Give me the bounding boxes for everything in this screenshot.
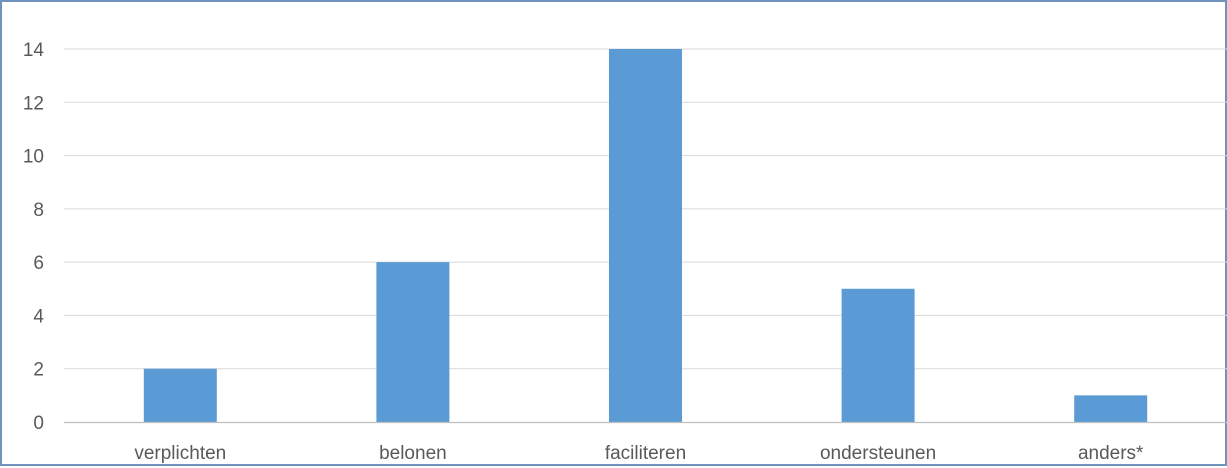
y-tick-label-0: 0 — [33, 413, 44, 434]
y-tick-label-2: 2 — [33, 360, 44, 381]
bar-verplichten — [143, 368, 217, 422]
x-axis-category-labels: verplichten belonen faciliteren ondersteune… — [134, 443, 1144, 464]
y-tick-label-4: 4 — [33, 306, 44, 327]
x-category-label-faciliteren: faciliteren — [605, 443, 686, 464]
y-tick-label-14: 14 — [23, 40, 45, 61]
bar-faciliteren — [609, 49, 682, 422]
bar-anders — [1074, 395, 1148, 422]
x-category-label-verplichten: verplichten — [134, 443, 226, 464]
x-category-label-belonen: belonen — [379, 443, 447, 464]
y-axis-tick-labels: 0 2 4 6 8 10 12 14 — [23, 40, 45, 434]
x-category-label-ondersteunen: ondersteunen — [820, 443, 936, 464]
x-category-label-anders: anders* — [1078, 443, 1144, 464]
bar-ondersteunen — [841, 288, 915, 422]
bar-belonen — [376, 262, 450, 422]
y-tick-label-10: 10 — [23, 147, 44, 168]
y-tick-label-8: 8 — [33, 200, 44, 221]
bars — [143, 49, 1148, 422]
y-tick-label-12: 12 — [23, 93, 44, 114]
y-tick-label-6: 6 — [33, 253, 44, 274]
